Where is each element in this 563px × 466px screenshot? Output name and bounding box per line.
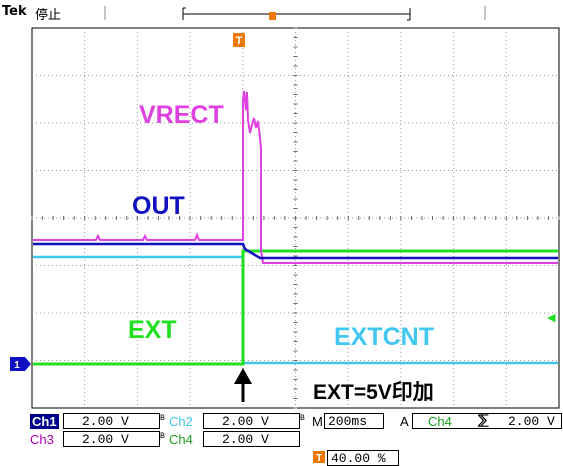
- trigger-mode: A: [400, 414, 409, 429]
- graticule-center-axes: [31, 27, 560, 409]
- record-position-marker: [269, 12, 276, 20]
- ch2-label[interactable]: Ch2: [169, 414, 193, 429]
- timebase-box[interactable]: [324, 413, 384, 429]
- ch1-bw-icon: B: [160, 414, 165, 423]
- waveform-out: [33, 242, 558, 260]
- trigger-top-glyph: T: [236, 35, 243, 47]
- trigger-slope-icon: ⅀: [478, 413, 489, 428]
- ch1-label[interactable]: Ch1: [30, 414, 59, 429]
- ch4-scale: 2.00 V: [222, 432, 269, 447]
- horizontal-position-marker[interactable]: T: [313, 451, 325, 464]
- ch3-bw-icon: B: [160, 432, 165, 441]
- ch4-scale-box[interactable]: [203, 431, 300, 447]
- trigger-box[interactable]: [412, 413, 562, 429]
- annotation-arrow: [234, 368, 252, 402]
- timebase-label: M: [312, 414, 323, 429]
- label-out: OUT: [132, 192, 185, 220]
- ch3-scale-box[interactable]: [63, 431, 160, 447]
- position-glyph: T: [316, 453, 322, 464]
- channel1-marker-glyph: 1: [14, 360, 20, 371]
- channel1-ground-marker[interactable]: 1: [10, 357, 31, 371]
- readout-panel: Ch1 2.00 V B Ch2 2.00 V B M 200ms A Ch4 …: [0, 411, 563, 466]
- acquisition-state: 停止: [35, 8, 62, 23]
- ch1-scale-box[interactable]: [63, 413, 160, 429]
- label-ext: EXT: [128, 316, 177, 344]
- trigger-level-arrow[interactable]: ◀: [547, 311, 556, 324]
- label-vrect: VRECT: [139, 101, 224, 129]
- ch4-label[interactable]: Ch4: [169, 432, 193, 447]
- ch1-scale: 2.00 V: [82, 414, 129, 429]
- record-bar: [104, 6, 486, 21]
- waveforms: [33, 90, 558, 366]
- trigger-position-marker[interactable]: T: [233, 33, 245, 47]
- label-extcnt: EXTCNT: [334, 323, 434, 351]
- ch2-scale-box[interactable]: [203, 413, 300, 429]
- top-bar: Tek 停止: [0, 0, 563, 26]
- waveform-vrect: [33, 90, 558, 264]
- annotation-text: EXT=5V印加: [313, 381, 434, 404]
- ch3-scale: 2.00 V: [82, 432, 129, 447]
- trigger-source: Ch4: [428, 414, 452, 429]
- ch2-scale: 2.00 V: [222, 414, 269, 429]
- brand-label: Tek: [2, 4, 27, 19]
- waveform-ext: [33, 249, 558, 366]
- position-value: 40.00 %: [331, 451, 386, 466]
- ch3-label[interactable]: Ch3: [30, 432, 54, 447]
- timebase-value: 200ms: [328, 414, 368, 429]
- trigger-level: 2.00 V: [508, 414, 555, 429]
- ch2-bw-icon: B: [300, 414, 305, 423]
